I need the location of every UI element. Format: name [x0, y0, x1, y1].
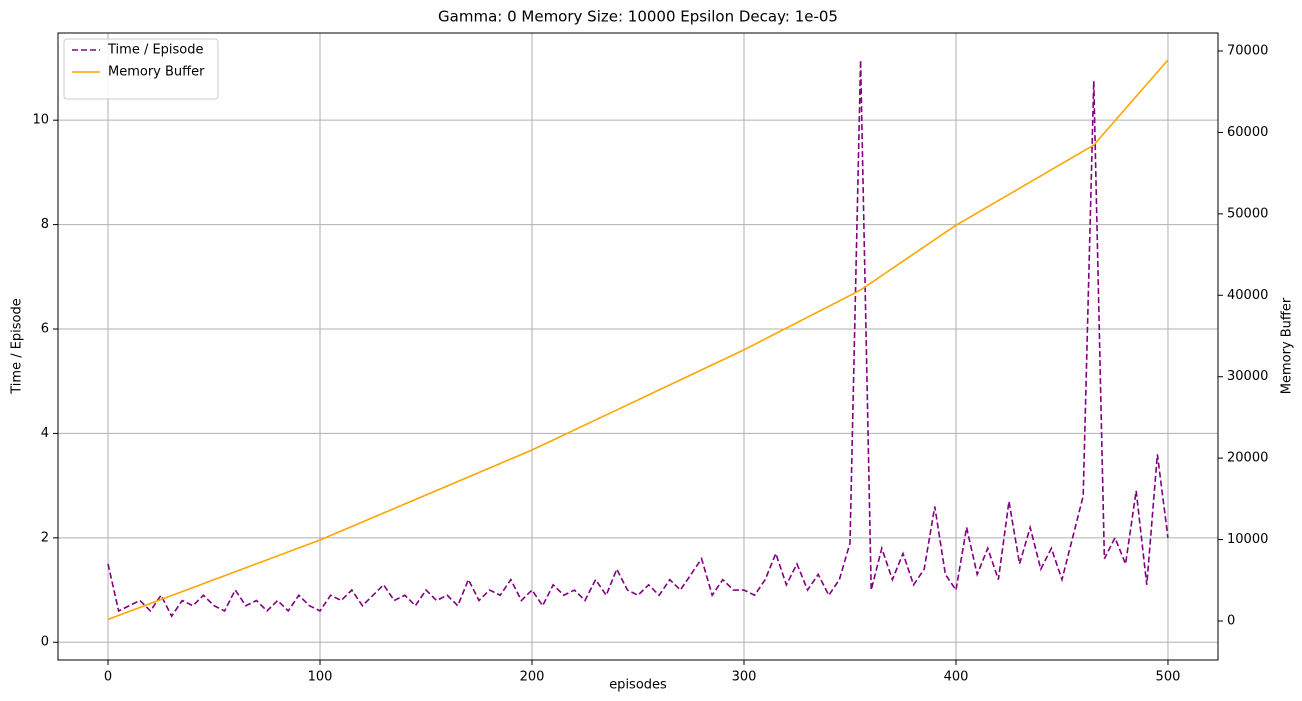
legend-label: Memory Buffer [108, 65, 205, 80]
x-tick-label: 400 [944, 670, 969, 685]
y2-tick-label: 70000 [1227, 43, 1268, 58]
y-tick-label: 2 [41, 530, 49, 545]
y2-axis-label: Memory Buffer [1280, 297, 1295, 394]
legend-box [63, 38, 219, 100]
x-tick-label: 300 [732, 670, 757, 685]
y-tick-label: 8 [41, 217, 49, 232]
legend-label: Time / Episode [107, 43, 204, 58]
x-tick-label: 100 [308, 670, 333, 685]
chart-title: Gamma: 0 Memory Size: 10000 Epsilon Deca… [438, 8, 838, 26]
y2-tick-label: 40000 [1227, 288, 1268, 303]
y2-tick-label: 20000 [1227, 451, 1268, 466]
x-tick-label: 500 [1156, 670, 1181, 685]
y-tick-label: 4 [41, 426, 49, 441]
x-tick-label: 200 [520, 670, 545, 685]
y2-tick-label: 50000 [1227, 206, 1268, 221]
y-tick-label: 6 [41, 322, 49, 337]
x-axis-label: episodes [609, 678, 667, 693]
x-tick-label: 0 [104, 670, 112, 685]
y2-tick-label: 30000 [1227, 369, 1268, 384]
plot-frame [57, 32, 1219, 661]
y2-tick-label: 0 [1227, 613, 1235, 628]
y2-tick-label: 10000 [1227, 532, 1268, 547]
data-line [107, 59, 1169, 621]
y-tick-label: 10 [32, 113, 49, 128]
y2-tick-label: 60000 [1227, 125, 1268, 140]
y-tick-label: 0 [41, 635, 49, 650]
y-axis-label: Time / Episode [10, 298, 25, 395]
data-line [107, 60, 1169, 618]
